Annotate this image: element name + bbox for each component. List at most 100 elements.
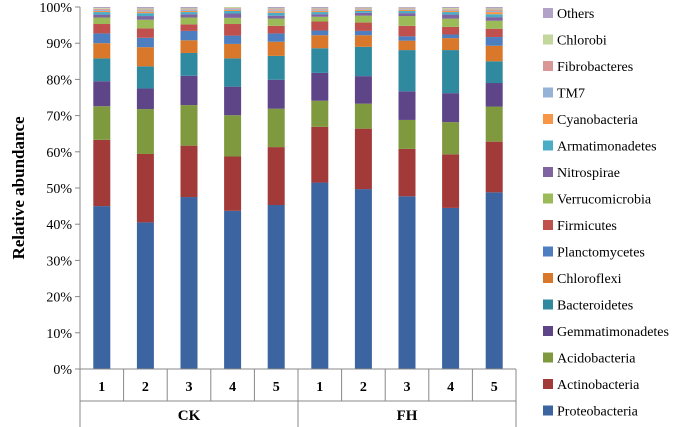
x-category-labels: 1 2 3 4 5 1 2 3 4 5 bbox=[98, 380, 497, 395]
bar-segment-actinobacteria bbox=[224, 156, 242, 211]
bar-segment-armatimonadetes bbox=[354, 10, 372, 13]
bar-segment-chloroflexi bbox=[398, 40, 416, 51]
legend-label: TM7 bbox=[557, 87, 585, 102]
legend-label: Nitrospirae bbox=[557, 166, 620, 181]
legend-swatch bbox=[543, 8, 553, 18]
bar-segment-chloroflexi bbox=[485, 45, 503, 62]
bar-segment-planctomycetes bbox=[485, 37, 503, 46]
bar-segment-planctomycetes bbox=[136, 37, 154, 48]
bar-segment-cyanobacteria bbox=[311, 10, 329, 13]
y-tick-labels: 0% 10% 20% 30% 40% 50% 60% 70% 80% 90% 100% bbox=[39, 1, 72, 378]
y-tick-label: 40% bbox=[46, 218, 72, 233]
bar-segment-tm7 bbox=[93, 9, 111, 11]
bar-segment-tm7 bbox=[267, 10, 285, 12]
bar-segment-cyanobacteria bbox=[93, 10, 111, 13]
y-tick-label: 70% bbox=[46, 110, 72, 125]
bar-segment-proteobacteria bbox=[267, 205, 285, 369]
bar-segment-acidobacteria bbox=[398, 119, 416, 149]
legend-label: Others bbox=[557, 7, 594, 22]
bar-segment-armatimonadetes bbox=[136, 13, 154, 17]
bar-segment-chloroflexi bbox=[224, 43, 242, 59]
bar-segment-proteobacteria bbox=[93, 206, 111, 369]
x-category-label: 4 bbox=[229, 380, 236, 395]
bar-segment-nitrospirae bbox=[398, 13, 416, 17]
bar-segment-nitrospirae bbox=[136, 16, 154, 20]
legend-swatch bbox=[543, 114, 553, 124]
bar-segment-chloroflexi bbox=[311, 35, 329, 49]
bar-segment-actinobacteria bbox=[311, 126, 329, 183]
bar-segment-gemmatimonadetes bbox=[442, 93, 460, 123]
bar-segment-proteobacteria bbox=[442, 207, 460, 369]
bar-segment-cyanobacteria bbox=[267, 11, 285, 13]
bar-segment-gemmatimonadetes bbox=[398, 91, 416, 120]
bar-segment-nitrospirae bbox=[354, 12, 372, 16]
bar-segment-nitrospirae bbox=[442, 14, 460, 19]
bar-segment-nitrospirae bbox=[224, 13, 242, 18]
bar-segment-gemmatimonadetes bbox=[180, 75, 198, 106]
bar-segment-bacteroidetes bbox=[442, 50, 460, 94]
bar-segment-others bbox=[311, 7, 329, 9]
bar-segment-cyanobacteria bbox=[224, 9, 242, 11]
bar-segment-actinobacteria bbox=[136, 153, 154, 223]
bar-segment-armatimonadetes bbox=[485, 14, 503, 18]
bar-segment-firmicutes bbox=[398, 25, 416, 37]
legend: Others Chlorobi Fibrobacteres TM7 Cyanobacte… bbox=[543, 7, 669, 420]
bar-segment-planctomycetes bbox=[398, 36, 416, 41]
bar-segment-cyanobacteria bbox=[136, 11, 154, 14]
bar-segment-fibrobacteres bbox=[267, 9, 285, 11]
bar-segment-armatimonadetes bbox=[267, 12, 285, 16]
legend-swatch bbox=[543, 273, 553, 283]
legend-label: Bacteroidetes bbox=[557, 299, 633, 314]
legend-label: Planctomycetes bbox=[557, 246, 645, 261]
bar-segment-proteobacteria bbox=[485, 192, 503, 369]
bar-segment-tm7 bbox=[136, 10, 154, 12]
legend-swatch bbox=[543, 405, 553, 416]
x-category-label: 1 bbox=[316, 380, 323, 395]
bar-segment-acidobacteria bbox=[224, 115, 242, 157]
bar-segment-gemmatimonadetes bbox=[224, 86, 242, 116]
legend-label: Actinobacteria bbox=[557, 378, 640, 393]
legend-swatch bbox=[543, 34, 553, 45]
bar-segment-planctomycetes bbox=[224, 35, 242, 44]
bar-segment-armatimonadetes bbox=[180, 12, 198, 15]
bar-segment-tm7 bbox=[442, 9, 460, 11]
bar-segment-firmicutes bbox=[180, 24, 198, 31]
legend-swatch bbox=[543, 299, 553, 310]
bar-segment-tm7 bbox=[398, 9, 416, 10]
bar-segment-gemmatimonadetes bbox=[267, 79, 285, 109]
bar-segment-planctomycetes bbox=[180, 30, 198, 41]
bar-segment-fibrobacteres bbox=[224, 8, 242, 9]
bar-segment-firmicutes bbox=[442, 26, 460, 35]
bar-segment-bacteroidetes bbox=[485, 61, 503, 84]
legend-label: Verrucomicrobia bbox=[557, 193, 652, 208]
bar-segment-actinobacteria bbox=[442, 154, 460, 208]
bar-segment-bacteroidetes bbox=[354, 46, 372, 77]
legend-swatch bbox=[543, 140, 553, 151]
bar-segment-tm7 bbox=[354, 9, 372, 10]
x-category-label: 1 bbox=[98, 380, 105, 395]
bar-segment-others bbox=[180, 7, 198, 9]
bar-segment-verrucomicrobia bbox=[311, 16, 329, 22]
bar-segment-bacteroidetes bbox=[93, 58, 111, 82]
bar-segment-bacteroidetes bbox=[180, 52, 198, 76]
bar-segment-armatimonadetes bbox=[311, 12, 329, 15]
bar-segment-tm7 bbox=[180, 9, 198, 11]
bar-segment-fibrobacteres bbox=[180, 9, 198, 10]
bar-segment-gemmatimonadetes bbox=[136, 88, 154, 110]
bar-segment-chloroflexi bbox=[180, 40, 198, 53]
bar-segment-fibrobacteres bbox=[485, 9, 503, 11]
bar-segment-verrucomicrobia bbox=[267, 18, 285, 26]
bar-segment-chlorobi bbox=[180, 8, 198, 10]
bar-segment-chlorobi bbox=[224, 7, 242, 9]
axes bbox=[79, 7, 517, 427]
bar-segment-armatimonadetes bbox=[224, 10, 242, 14]
legend-label: Gemmatimonadetes bbox=[557, 325, 669, 340]
legend-label: Chlorobi bbox=[557, 34, 607, 49]
bar-segment-chloroflexi bbox=[267, 41, 285, 56]
bar-segment-bacteroidetes bbox=[267, 55, 285, 80]
bar-segment-bacteroidetes bbox=[311, 48, 329, 73]
bar-segment-cyanobacteria bbox=[398, 9, 416, 11]
bar-segment-nitrospirae bbox=[311, 14, 329, 17]
y-tick-label: 0% bbox=[53, 363, 72, 378]
bar-segment-others bbox=[267, 7, 285, 9]
